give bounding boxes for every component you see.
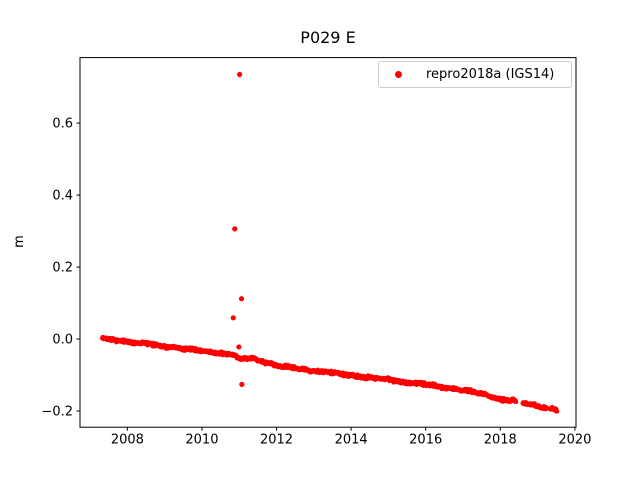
outlier-point xyxy=(238,296,245,302)
chart-title: P029 E xyxy=(300,28,356,47)
axes-frame xyxy=(79,57,577,428)
outlier-point xyxy=(236,344,242,350)
x-tick-label: 2008 xyxy=(111,432,144,447)
outlier-point xyxy=(239,381,245,387)
x-tick-label: 2018 xyxy=(484,432,517,447)
y-axis-label: m xyxy=(11,235,27,248)
y-tick-label: −0.2 xyxy=(41,405,73,420)
data-point xyxy=(513,399,519,405)
y-tick-label: 0.0 xyxy=(52,333,73,348)
x-tick-label: 2014 xyxy=(335,432,368,447)
legend-label: repro2018a (IGS14) xyxy=(426,67,555,82)
x-tick-label: 2012 xyxy=(260,432,293,447)
data-point xyxy=(554,408,560,414)
legend-marker-dot xyxy=(395,71,402,78)
x-tick-label: 2020 xyxy=(558,432,591,447)
y-tick-label: 0.4 xyxy=(52,189,73,204)
outlier-point xyxy=(237,71,243,78)
legend: repro2018a (IGS14) xyxy=(378,61,572,88)
outlier-point xyxy=(232,226,238,232)
y-tick-label: 0.2 xyxy=(52,261,73,276)
y-tick-label: 0.6 xyxy=(52,117,73,132)
outlier-point xyxy=(230,315,236,321)
data-points xyxy=(99,71,560,414)
x-tick-label: 2016 xyxy=(409,432,442,447)
x-tick-label: 2010 xyxy=(185,432,218,447)
